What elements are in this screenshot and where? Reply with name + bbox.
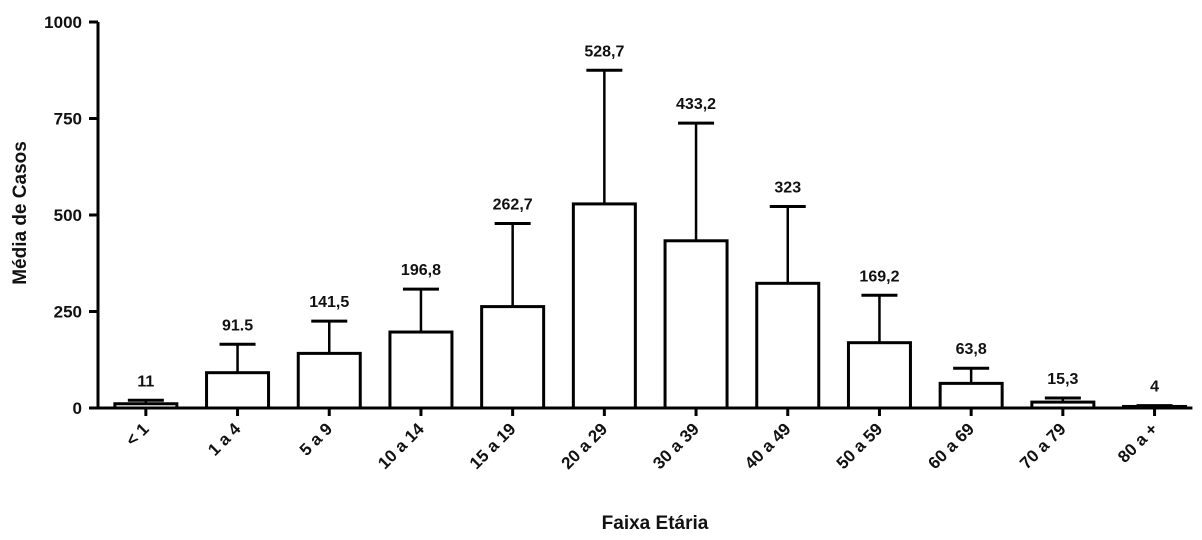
data-label: 4: [1150, 379, 1159, 396]
y-tick-label: 500: [54, 206, 82, 225]
x-tick-label: 60 a 69: [924, 419, 978, 473]
y-tick-label: 0: [73, 399, 82, 418]
bar: [755, 281, 821, 410]
data-label: 11: [137, 373, 154, 390]
y-tick-label: 1000: [44, 13, 82, 32]
x-tick-label: 15 a 19: [466, 419, 520, 473]
data-label: 528,7: [584, 43, 624, 60]
bar: [113, 402, 179, 410]
x-tick-label: 5 a 9: [296, 419, 336, 459]
y-axis: 0 250 500 750 1000: [44, 13, 100, 418]
bar: [205, 371, 271, 410]
y-tick-label: 250: [54, 303, 82, 322]
y-axis-title: Média de Casos: [10, 141, 31, 285]
data-label: 323: [774, 180, 801, 197]
bars: [113, 202, 1188, 410]
data-label: 262,7: [493, 196, 533, 213]
x-tick-label: 70 a 79: [1016, 419, 1070, 473]
x-tick-label: 1 a 4: [204, 419, 245, 460]
x-tick-label: 80 a +: [1114, 419, 1161, 466]
x-tick-label: 50 a 59: [833, 419, 887, 473]
bar: [938, 381, 1004, 410]
data-label: 141,5: [309, 294, 349, 311]
data-label: 196,8: [401, 262, 441, 279]
bar: [480, 305, 546, 410]
data-label: 169,2: [859, 268, 899, 285]
x-axis-title: Faixa Etária: [602, 513, 709, 534]
data-label: 15,3: [1047, 371, 1078, 388]
bar: [663, 239, 729, 410]
x-tick-label: 40 a 49: [741, 419, 795, 473]
bar: [388, 330, 454, 410]
x-tick-label: 10 a 14: [374, 419, 428, 473]
x-tick-label: < 1: [122, 419, 152, 449]
data-label: 91.5: [222, 317, 253, 334]
bar: [571, 202, 637, 410]
y-tick-label: 750: [54, 110, 82, 129]
bar: [1122, 404, 1188, 410]
bar: [846, 341, 912, 410]
data-labels: 11 91.5 141,5 196,8 262,7 528,7 433,2 323 169,2 6…: [137, 43, 1159, 395]
data-label: 63,8: [956, 341, 987, 358]
bar: [296, 351, 362, 410]
data-label: 433,2: [676, 96, 716, 113]
x-tick-label: 30 a 39: [649, 419, 703, 473]
bar: [1030, 400, 1096, 410]
x-tick-label: 20 a 29: [558, 419, 612, 473]
error-bars: [127, 68, 1173, 408]
x-tick-labels: < 1 1 a 4 5 a 9 10 a 14 15 a 19 20 a 29 30 a 3…: [122, 419, 1161, 473]
